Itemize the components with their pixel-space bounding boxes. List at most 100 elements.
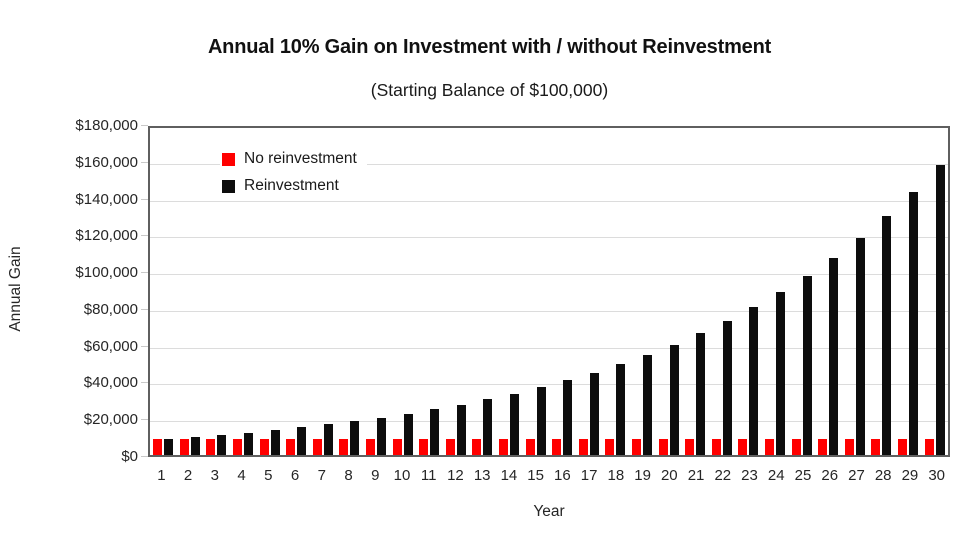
bar-no-reinvestment	[818, 438, 828, 455]
bar-no-reinvestment	[685, 438, 695, 455]
bar-group-year-21	[682, 128, 709, 455]
bar-group-year-8	[336, 128, 363, 455]
x-tick-label: 24	[767, 467, 785, 484]
gridline	[150, 421, 948, 423]
bar-reinvestment	[589, 372, 599, 455]
x-tick-label: 12	[447, 467, 464, 484]
bar-no-reinvestment	[711, 438, 721, 455]
x-tick-label: 2	[183, 467, 193, 484]
bar-reinvestment	[669, 344, 679, 455]
bar-no-reinvestment	[419, 438, 429, 455]
bar-group-year-7	[310, 128, 337, 455]
x-axis-title: Year	[533, 503, 565, 520]
gridline	[150, 384, 948, 386]
x-tick-label: 26	[821, 467, 839, 484]
x-tick-label: 7	[317, 467, 326, 484]
x-tick-label: 27	[848, 467, 865, 484]
x-tick-label: 5	[264, 467, 273, 484]
gridline	[150, 200, 948, 202]
legend-item-reinvestment: Reinvestment	[222, 177, 357, 195]
bar-reinvestment	[217, 434, 227, 455]
bar-no-reinvestment	[552, 438, 562, 455]
bar-no-reinvestment	[312, 438, 322, 455]
bar-reinvestment	[563, 380, 573, 455]
chart-subtitle: (Starting Balance of $100,000)	[370, 80, 609, 100]
bar-group-year-25	[788, 128, 815, 455]
y-tick-label: $100,000	[75, 264, 138, 282]
y-tick-label: $20,000	[83, 411, 138, 429]
bar-reinvestment	[829, 257, 839, 455]
bar-reinvestment	[456, 404, 466, 455]
x-tick-label: 17	[580, 467, 598, 484]
bar-no-reinvestment	[631, 438, 641, 455]
y-tick-label: $180,000	[75, 117, 138, 134]
bar-group-year-23	[735, 128, 762, 455]
y-tick-mark	[141, 272, 148, 274]
y-tick-mark	[141, 235, 148, 237]
bar-group-year-18	[602, 128, 629, 455]
bar-reinvestment	[403, 413, 413, 455]
bar-group-year-19	[629, 128, 656, 455]
bar-group-year-12	[443, 128, 470, 455]
bar-group-year-29	[895, 128, 922, 455]
y-tick-label: $80,000	[83, 300, 138, 318]
x-tick-label: 23	[741, 467, 758, 484]
bar-reinvestment	[190, 436, 200, 455]
bar-no-reinvestment	[525, 438, 535, 455]
bar-no-reinvestment	[445, 438, 455, 455]
bar-group-year-27	[841, 128, 868, 455]
x-tick-label: 30	[928, 467, 945, 484]
legend-label: No reinvestment	[244, 150, 357, 167]
bar-reinvestment	[430, 409, 440, 455]
x-tick-label: 14	[500, 467, 518, 484]
bar-reinvestment	[696, 333, 706, 455]
bar-no-reinvestment	[658, 438, 668, 455]
bar-group-year-15	[522, 128, 549, 455]
y-tick-label: $60,000	[83, 337, 138, 355]
bar-reinvestment	[270, 430, 280, 455]
gridline	[150, 347, 948, 349]
bar-group-year-16	[549, 128, 576, 455]
bar-no-reinvestment	[844, 438, 854, 455]
bar-reinvestment	[297, 427, 307, 455]
x-tick-label: 9	[371, 467, 380, 484]
x-tick-label: 1	[157, 467, 166, 484]
gridline	[150, 163, 948, 165]
bar-group-year-1	[150, 128, 177, 455]
bar-reinvestment	[483, 399, 493, 455]
gridline	[150, 237, 948, 239]
bar-group-year-26	[815, 128, 842, 455]
bar-reinvestment	[536, 387, 546, 455]
gridline	[150, 310, 948, 312]
bar-reinvestment	[855, 237, 865, 455]
bar-no-reinvestment	[259, 438, 269, 455]
bar-no-reinvestment	[578, 438, 588, 455]
x-tick-label: 10	[393, 467, 411, 484]
bar-reinvestment	[377, 417, 387, 455]
legend-swatch-icon	[222, 152, 235, 166]
bar-no-reinvestment	[233, 438, 243, 455]
y-tick-mark	[141, 161, 148, 163]
y-tick-mark	[141, 308, 148, 310]
x-tick-label: 13	[473, 467, 491, 484]
bar-reinvestment	[164, 438, 174, 455]
legend-swatch-icon	[222, 179, 235, 193]
bar-group-year-3	[203, 128, 230, 455]
gridline	[150, 274, 948, 276]
legend-label: Reinvestment	[244, 177, 339, 194]
bar-reinvestment	[935, 165, 945, 455]
x-tick-label: 21	[687, 467, 705, 484]
bar-reinvestment	[749, 307, 759, 455]
x-tick-label: 20	[660, 467, 678, 484]
bar-reinvestment	[323, 424, 333, 455]
x-tick-label: 25	[794, 467, 812, 484]
y-tick-mark	[141, 419, 148, 421]
x-tick-label: 6	[290, 467, 300, 484]
x-tick-label: 8	[344, 467, 353, 484]
bar-reinvestment	[616, 364, 626, 455]
bar-group-year-22	[708, 128, 735, 455]
legend: No reinvestment Reinvestment	[220, 148, 367, 197]
y-tick-label: $140,000	[75, 190, 138, 208]
bar-group-year-20	[655, 128, 682, 455]
y-tick-mark	[141, 198, 148, 200]
